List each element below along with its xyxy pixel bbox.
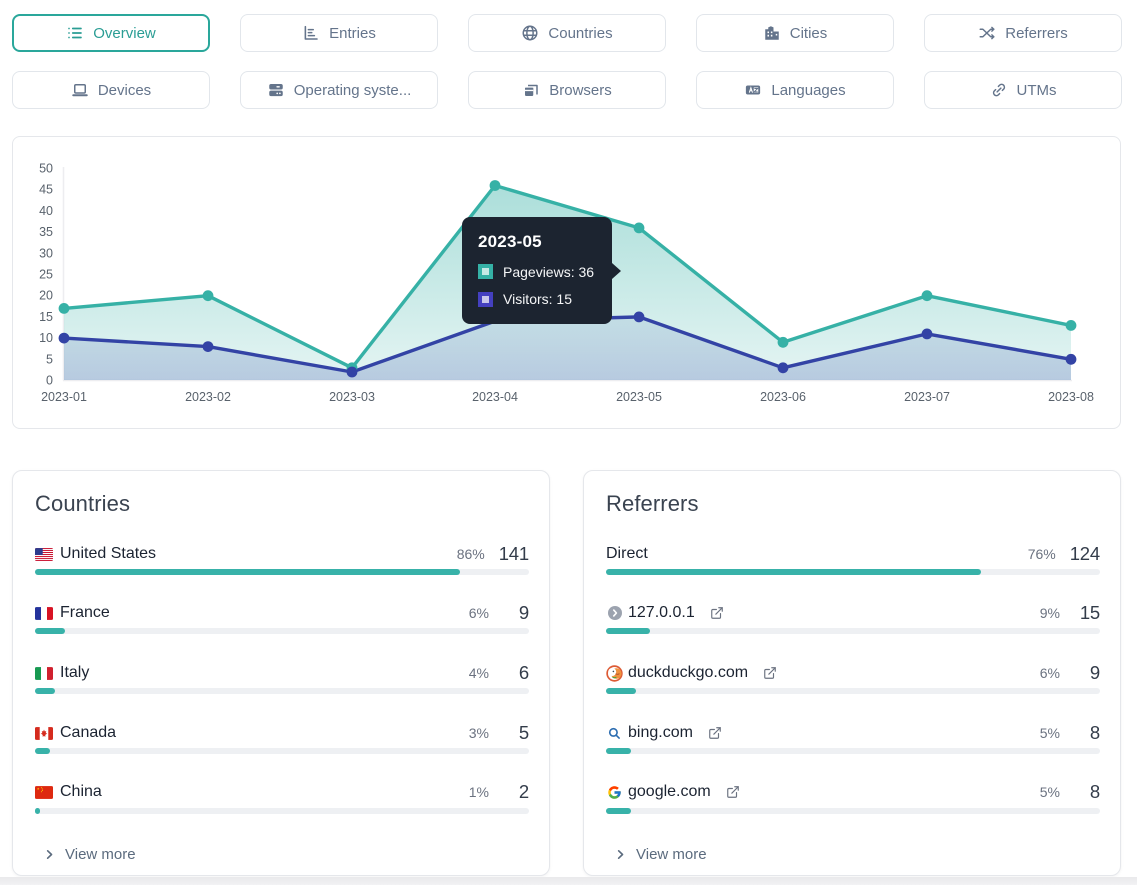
svg-text:2023-06: 2023-06 xyxy=(760,390,806,404)
svg-text:2023-04: 2023-04 xyxy=(472,390,518,404)
svg-text:45: 45 xyxy=(39,183,53,197)
svg-text:35: 35 xyxy=(39,225,53,239)
svg-text:50: 50 xyxy=(39,162,53,176)
svg-text:2023-03: 2023-03 xyxy=(329,390,375,404)
svg-text:0: 0 xyxy=(46,374,53,388)
svg-text:15: 15 xyxy=(39,310,53,324)
svg-text:20: 20 xyxy=(39,289,53,303)
svg-text:2023-01: 2023-01 xyxy=(41,390,87,404)
svg-text:2023-07: 2023-07 xyxy=(904,390,950,404)
svg-text:10: 10 xyxy=(39,331,53,345)
svg-text:30: 30 xyxy=(39,246,53,260)
svg-text:25: 25 xyxy=(39,268,53,282)
svg-text:2023-02: 2023-02 xyxy=(185,390,231,404)
svg-text:2023-05: 2023-05 xyxy=(616,390,662,404)
svg-text:5: 5 xyxy=(46,352,53,366)
svg-text:40: 40 xyxy=(39,204,53,218)
svg-text:2023-08: 2023-08 xyxy=(1048,390,1094,404)
